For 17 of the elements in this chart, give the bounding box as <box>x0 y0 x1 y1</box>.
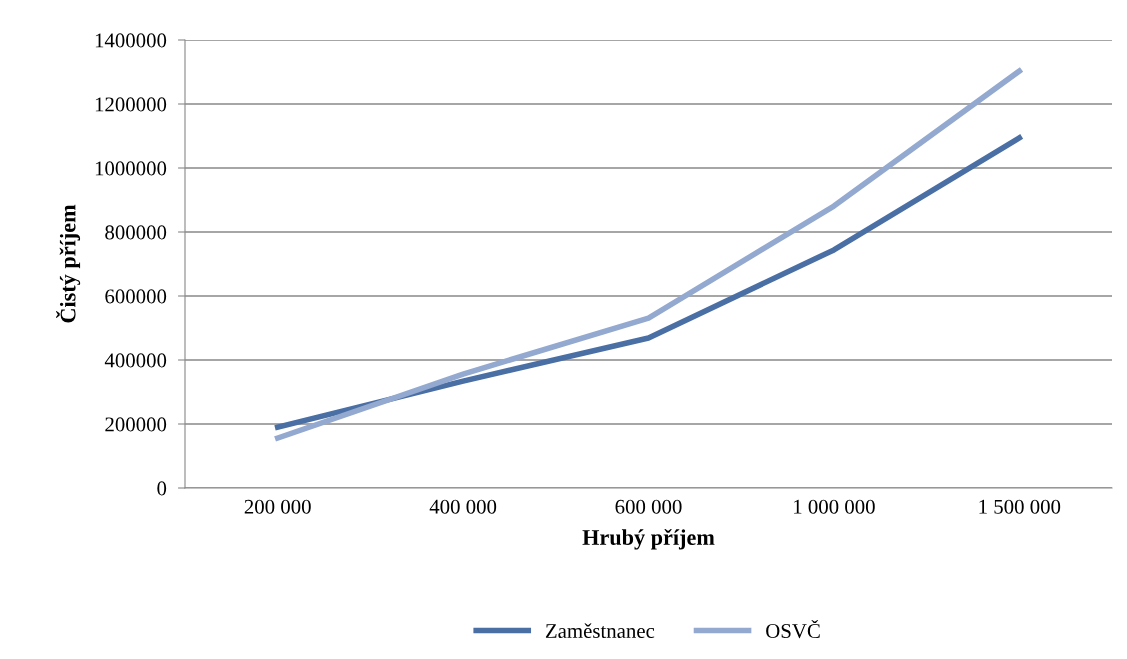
y-tick-label: 400000 <box>104 353 167 368</box>
x-tick-label: 600 000 <box>615 499 682 514</box>
y-tick-label: 1000000 <box>95 161 167 176</box>
legend-label: Zaměstnanec <box>545 623 655 639</box>
x-axis-title: Hrubý příjem <box>582 529 715 550</box>
y-tick-label: 1200000 <box>95 97 167 112</box>
x-tick-label: 1 000 000 <box>794 499 875 514</box>
y-tick-label: 1400000 <box>95 33 167 48</box>
y-tick-label: 600000 <box>105 289 167 304</box>
x-tick-label: 400 000 <box>429 499 497 514</box>
x-tick-label: 1 500 000 <box>979 499 1061 514</box>
y-tick-label: 800000 <box>105 225 167 240</box>
y-tick-label: 0 <box>157 481 167 496</box>
x-tick-label: 200 000 <box>244 499 311 514</box>
y-tick-label: 200000 <box>105 417 167 432</box>
legend-label: OSVČ <box>766 619 820 639</box>
y-axis-title: Čistý příjem <box>56 204 81 323</box>
